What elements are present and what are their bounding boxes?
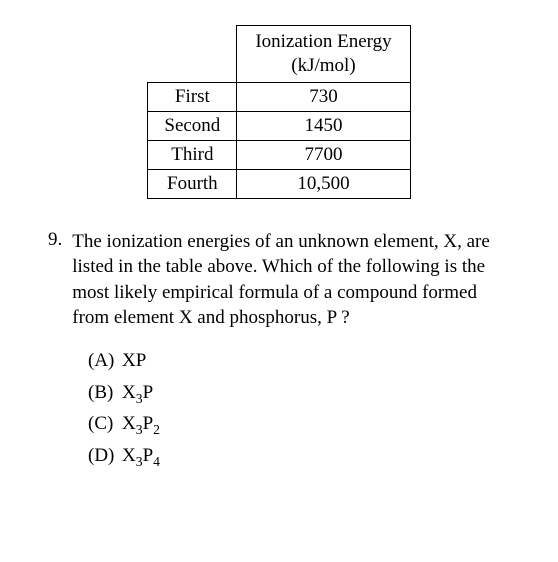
row-label: First [148,82,237,111]
option-label: (A) [88,347,122,376]
ionization-table: Ionization Energy (kJ/mol) First 730 Sec… [147,25,410,199]
question-block: 9. The ionization energies of an unknown… [40,229,518,332]
formula-part: X [122,413,136,434]
row-value: 7700 [237,140,410,169]
row-label: Third [148,140,237,169]
formula-part: P [136,350,147,371]
option-d: (D)X3P4 [88,442,518,471]
empty-header-cell [148,26,237,83]
option-b: (B)X3P [88,379,518,408]
row-value: 730 [237,82,410,111]
formula-part: P [143,445,154,466]
option-label: (B) [88,379,122,408]
formula-sub: 3 [136,453,143,468]
table-row: Second 1450 [148,111,410,140]
option-c: (C)X3P2 [88,410,518,439]
energy-header: Ionization Energy (kJ/mol) [237,26,410,83]
table-header-row: Ionization Energy (kJ/mol) [148,26,410,83]
formula-part: P [143,413,154,434]
formula-sub: 4 [153,453,160,468]
formula-part: X [122,445,136,466]
formula-part: X [122,382,136,403]
row-value: 10,500 [237,169,410,198]
formula-sub: 3 [136,422,143,437]
question-text: The ionization energies of an unknown el… [72,229,518,332]
row-label: Second [148,111,237,140]
question-number: 9. [48,229,62,332]
option-label: (C) [88,410,122,439]
formula-part: P [143,382,154,403]
option-label: (D) [88,442,122,471]
header-line2: (kJ/mol) [291,55,355,76]
header-line1: Ionization Energy [255,31,391,52]
table-row: Fourth 10,500 [148,169,410,198]
table-row: First 730 [148,82,410,111]
option-a: (A)XP [88,347,518,376]
formula-part: X [122,350,136,371]
ionization-table-container: Ionization Energy (kJ/mol) First 730 Sec… [40,25,518,199]
formula-sub: 2 [153,422,160,437]
row-label: Fourth [148,169,237,198]
formula-sub: 3 [136,390,143,405]
table-row: Third 7700 [148,140,410,169]
row-value: 1450 [237,111,410,140]
options-list: (A)XP (B)X3P (C)X3P2 (D)X3P4 [40,347,518,470]
